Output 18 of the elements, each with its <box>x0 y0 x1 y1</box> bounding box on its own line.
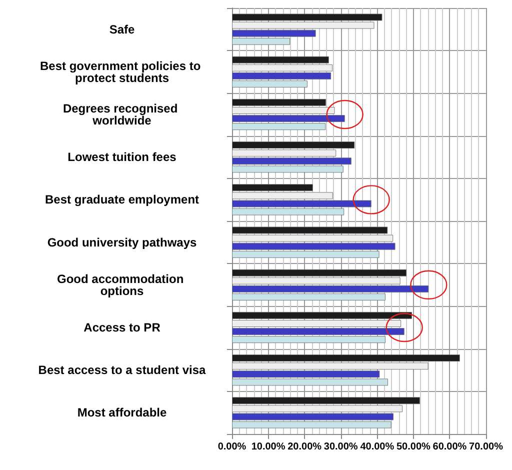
x-tick-label: 60.00% <box>432 442 467 452</box>
y-tick-label: Lowest tuition fees <box>68 150 177 164</box>
y-tick-label: Good university pathways <box>47 235 198 250</box>
y-tick-label: Best government policies to protect students <box>40 58 204 85</box>
x-tick-label: 50.00% <box>396 442 430 452</box>
x-tick-label: 70.00% <box>469 442 504 452</box>
y-tick-label: Best graduate employment <box>44 192 200 207</box>
x-tick-label: 10.00% <box>251 442 286 452</box>
y-tick-label: Best access to a student visa <box>38 363 206 378</box>
y-tick-label: Good accommodation options <box>56 272 188 298</box>
y-tick-label: Safe <box>109 22 135 36</box>
x-tick-label: 30.00% <box>324 442 358 452</box>
y-tick-label: Most affordable <box>77 406 167 420</box>
x-tick-label: 40.00% <box>360 442 394 452</box>
x-tick-label: 20.00% <box>288 442 322 452</box>
y-tick-label: Degrees recognised worldwide <box>62 102 182 128</box>
x-tick-label: 0.00% <box>218 442 246 452</box>
y-tick-label: Access to PR <box>84 320 161 334</box>
